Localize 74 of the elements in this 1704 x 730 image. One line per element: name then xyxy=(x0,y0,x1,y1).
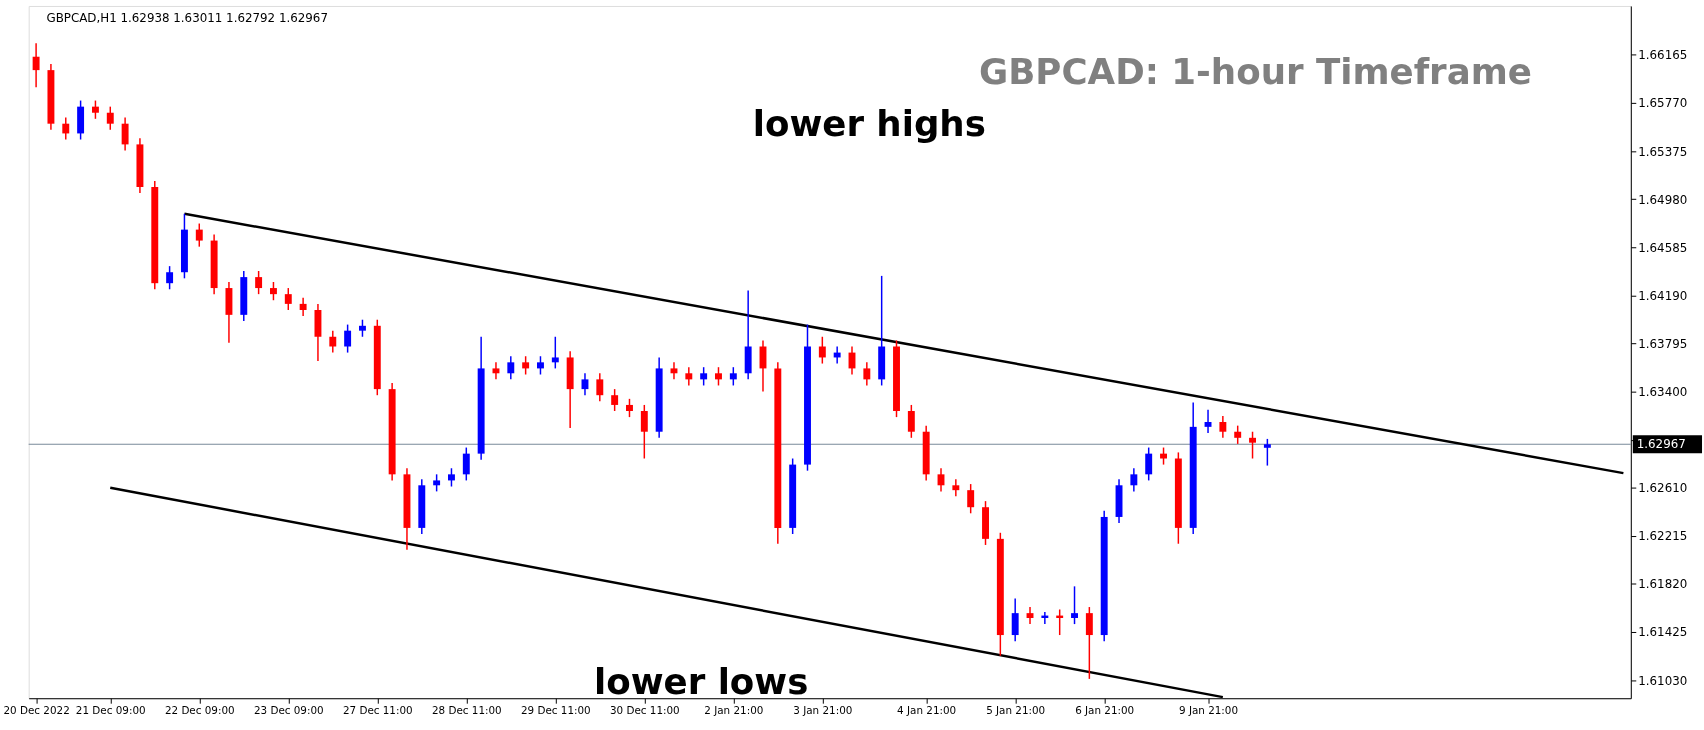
x-tick-label: 21 Dec 09:00 xyxy=(75,703,146,716)
candlestick xyxy=(91,99,99,120)
candlestick xyxy=(522,355,530,376)
y-tick-label: 1.61425 xyxy=(1638,625,1688,640)
y-tick-label: 1.64190 xyxy=(1638,288,1688,303)
candlestick xyxy=(1249,430,1256,460)
x-tick-label: 29 Dec 11:00 xyxy=(520,703,591,716)
candlestick xyxy=(329,329,337,354)
candlestick xyxy=(715,366,722,387)
y-tick-label: 1.64980 xyxy=(1638,192,1688,207)
candlestick xyxy=(596,372,604,403)
x-tick-label: 23 Dec 09:00 xyxy=(253,703,324,716)
candlestick xyxy=(818,336,826,365)
candlestick xyxy=(106,105,114,131)
y-tick-label: 1.65375 xyxy=(1638,144,1688,159)
y-tick-label: 1.62610 xyxy=(1638,481,1688,496)
candlestick xyxy=(121,116,129,152)
candlestick xyxy=(640,404,648,460)
x-tick-label: 28 Dec 11:00 xyxy=(431,703,502,716)
candlestick xyxy=(507,355,515,381)
candlestick xyxy=(448,467,455,488)
y-tick-label: 1.61820 xyxy=(1638,577,1688,592)
candlestick xyxy=(1263,438,1271,467)
x-tick-label: 6 Jan 21:00 xyxy=(1075,703,1135,716)
annotation: lower lows xyxy=(594,661,809,703)
x-tick-label: 3 Jan 21:00 xyxy=(793,703,853,716)
candlestick xyxy=(269,281,277,301)
candlestick xyxy=(299,297,307,317)
x-tick-label: 22 Dec 09:00 xyxy=(164,703,235,716)
y-tick-label: 1.64585 xyxy=(1638,240,1688,255)
candlestick xyxy=(284,287,292,311)
candlestick xyxy=(551,336,559,370)
candlestick xyxy=(195,222,203,248)
candlestick xyxy=(32,42,40,88)
candlestick xyxy=(1071,585,1078,625)
candlestick xyxy=(344,323,352,354)
candlestick xyxy=(626,398,633,418)
candlestick xyxy=(729,366,737,387)
candlestick xyxy=(1145,446,1153,482)
candlestick xyxy=(1219,415,1227,439)
candlestick xyxy=(1011,597,1019,642)
y-tick-label: 1.65770 xyxy=(1638,96,1688,111)
candlestick xyxy=(685,366,693,387)
text: GBPCAD: 1-hour Timeframe xyxy=(979,51,1532,93)
y-tick-label: 1.62215 xyxy=(1638,529,1688,544)
y-tick-label: 1.63400 xyxy=(1638,385,1688,399)
x-tick-label: 2 Jan 21:00 xyxy=(704,703,764,716)
y-tick-label: 1.61030 xyxy=(1638,673,1688,688)
candlestick xyxy=(1085,606,1093,680)
candlestick xyxy=(255,270,263,295)
annotation: lower highs xyxy=(752,102,986,144)
candlestick xyxy=(700,366,708,387)
x-tick-label: 9 Jan 21:00 xyxy=(1178,703,1239,716)
candlestick xyxy=(581,372,589,396)
y-tick-label: 1.66165 xyxy=(1638,48,1688,63)
x-tick-label: 4 Jan 21:00 xyxy=(897,703,957,716)
candlestick xyxy=(537,355,544,376)
y-tick-label: 1.63795 xyxy=(1638,336,1688,351)
candlestick xyxy=(611,388,619,412)
candlestick xyxy=(166,265,174,291)
candlestick xyxy=(967,483,975,515)
candlestick xyxy=(62,116,70,141)
candlestick xyxy=(1234,424,1242,445)
candlestick xyxy=(1130,467,1138,493)
ref-line-label: 1.62967 xyxy=(1636,437,1686,452)
candlestick xyxy=(462,446,470,482)
x-tick-label: 30 Dec 11:00 xyxy=(609,703,680,716)
x-tick-label: 20 Dec 2022 xyxy=(3,703,70,716)
x-tick-label: 27 Dec 11:00 xyxy=(342,703,413,716)
chart-subtitle: GBPCAD,H1 1.62938 1.63011 1.62792 1.62967 xyxy=(46,10,328,25)
candlestick xyxy=(907,404,915,439)
candlestick xyxy=(952,478,960,497)
x-tick-label: 5 Jan 21:00 xyxy=(986,703,1046,716)
candlestick xyxy=(863,361,871,387)
